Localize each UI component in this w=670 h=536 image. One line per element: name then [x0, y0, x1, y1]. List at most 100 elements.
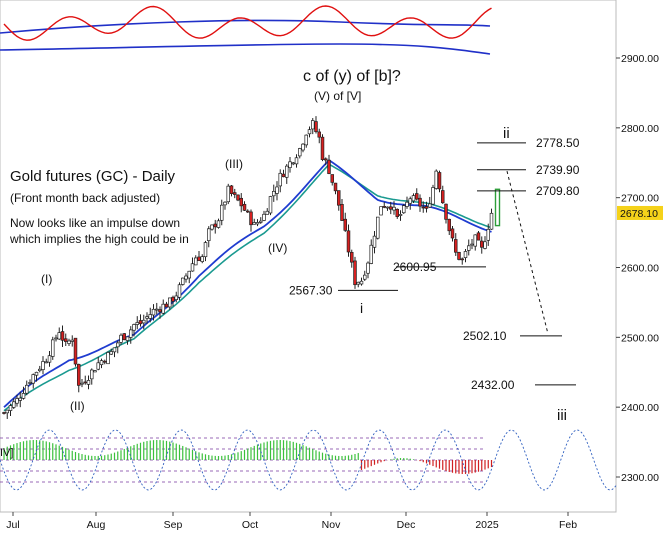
candle-up [265, 210, 270, 215]
candle-up [311, 120, 315, 130]
candle-up [28, 382, 32, 384]
candle-up [106, 352, 110, 365]
wave-label: iii [557, 407, 567, 424]
candle-up [132, 324, 136, 331]
candle-up [272, 190, 276, 197]
candle-down [395, 208, 400, 217]
wave-label: i [360, 300, 363, 316]
candle-up [129, 329, 133, 338]
candle-up [8, 405, 13, 411]
x-tick-label: Sep [164, 519, 183, 531]
candle-up [285, 165, 289, 178]
candle-up [434, 170, 439, 189]
candle-up [21, 393, 26, 399]
level-label: 2502.10 [463, 329, 507, 343]
candle-down [327, 159, 331, 174]
candle-up [194, 257, 198, 266]
candle-up [431, 187, 435, 205]
candle-down [454, 239, 458, 253]
candle-up [54, 337, 58, 340]
wave-label: ii [503, 125, 510, 142]
candle-up [298, 148, 302, 157]
candle-down [415, 193, 419, 200]
x-tick-label: Aug [87, 519, 106, 531]
candle-up [470, 243, 474, 246]
candle-up [187, 270, 192, 279]
wave-label: (I) [41, 272, 52, 286]
bottom-histogram-panel [0, 429, 617, 491]
plot-frame [0, 0, 617, 513]
candle-up [402, 205, 406, 214]
wave-label: (III) [225, 157, 243, 171]
candle-up [89, 369, 94, 380]
level-label: 2709.80 [536, 184, 580, 198]
top-band-lower [0, 43, 491, 55]
candle-down [73, 337, 78, 365]
candle-up [177, 284, 182, 298]
candle-down [102, 360, 107, 363]
candle-down [76, 363, 81, 386]
level-label: 2432.00 [471, 378, 515, 392]
headline-label: c of (y) of [b]? [303, 68, 401, 85]
candle-down [158, 309, 162, 313]
candle-up [376, 216, 380, 239]
candle-up [44, 361, 48, 364]
candle-down [314, 121, 318, 133]
candle-up [34, 371, 39, 376]
candle-down [239, 197, 244, 207]
candle-down [418, 197, 422, 207]
candle-up [37, 368, 42, 372]
candle-up [207, 228, 211, 242]
y-tick-label: 2500.00 [621, 332, 659, 344]
y-tick-label: 2400.00 [621, 402, 659, 414]
candle-up [489, 212, 494, 230]
candle-down [213, 223, 218, 228]
candle-down [60, 331, 65, 341]
candle-down [138, 320, 143, 325]
candle-down [337, 190, 341, 206]
candle-down [444, 203, 448, 220]
candle-up [268, 196, 273, 214]
candle-down [333, 182, 338, 192]
candle-down [343, 218, 348, 231]
candle-up [184, 275, 188, 280]
x-tick-label: Feb [559, 519, 577, 531]
candle-down [229, 185, 234, 194]
wave-label: (V) of [V] [314, 89, 361, 103]
candle-up [190, 263, 195, 272]
candle-up [70, 339, 74, 342]
top-band-upper [0, 19, 491, 34]
candle-down [236, 194, 240, 201]
candles [2, 116, 501, 419]
candle-up [142, 319, 146, 324]
candle-down [171, 296, 175, 302]
candle-up [47, 355, 52, 363]
candle-down [330, 174, 335, 183]
commentary-line-2: which implies the high could be in [10, 232, 189, 246]
candle-up [99, 360, 104, 366]
x-tick-label: Jul [6, 519, 19, 531]
candle-up [363, 274, 367, 280]
candle-up [161, 303, 166, 314]
candle-down [460, 258, 465, 261]
candle-down [480, 240, 484, 248]
y-tick-label: 2800.00 [621, 123, 659, 135]
candle-up [57, 332, 61, 340]
candle-up [366, 262, 370, 274]
candle-up [411, 195, 416, 202]
candle-up [275, 186, 279, 194]
wave-label: (II) [70, 399, 85, 413]
candle-up [304, 134, 309, 146]
candle-up [405, 201, 409, 207]
level-label: 2567.30 [289, 283, 333, 297]
cycle-curve [0, 429, 617, 491]
candle-up [112, 347, 117, 353]
x-tick-label: Oct [242, 519, 258, 531]
candle-down [242, 203, 247, 211]
candle-up [379, 206, 383, 216]
candle-up [41, 361, 45, 370]
candle-up [408, 198, 413, 204]
candle-up [372, 235, 377, 248]
candle-up [262, 213, 266, 221]
